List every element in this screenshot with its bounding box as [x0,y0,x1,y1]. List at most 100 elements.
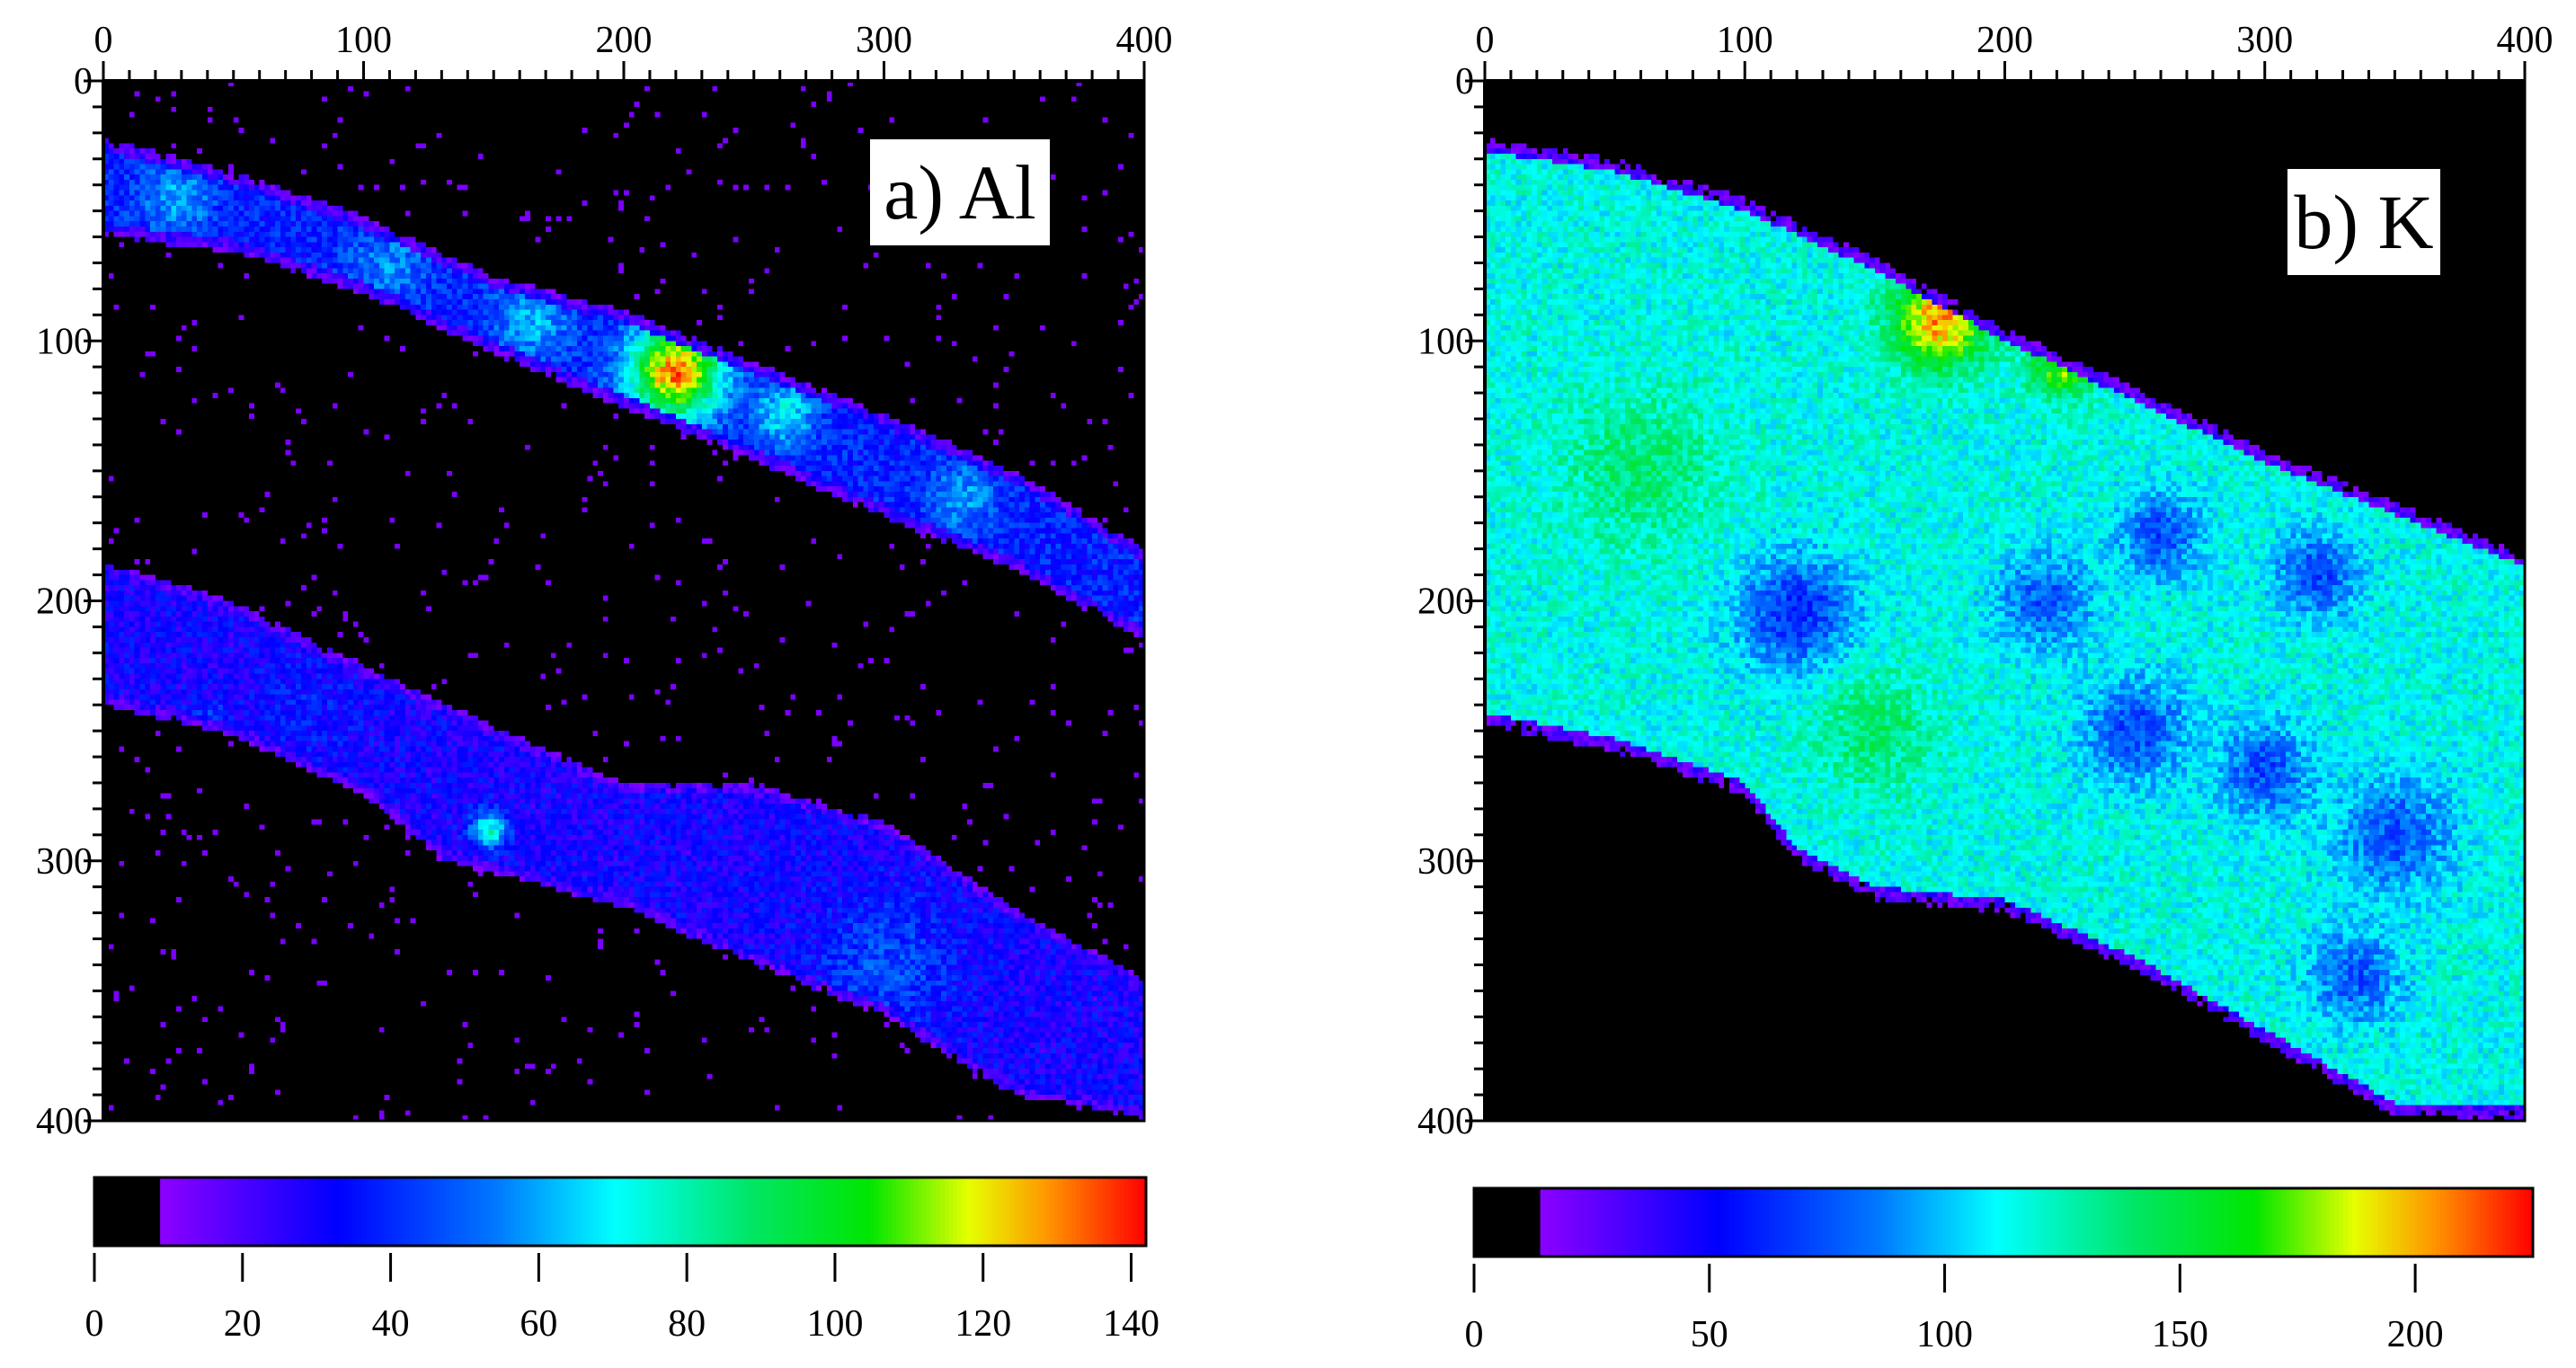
x-tick-label: 0 [94,20,113,61]
colorbar-segment [440,1177,446,1246]
colorbar-segment [2383,1188,2388,1257]
colorbar-segment [550,1177,555,1246]
colorbar-segment [1884,1188,1889,1257]
colorbar-segment [1893,1188,1898,1257]
colorbar-segment [480,1177,485,1246]
colorbar-segment [1756,1188,1762,1257]
colorbar-segment [270,1177,275,1246]
colorbar-segment [1959,1188,1965,1257]
colorbar-segment [151,1177,156,1246]
colorbar-segment [1822,1188,1828,1257]
colorbar-segment [1879,1188,1886,1257]
colorbar-segment [554,1177,560,1246]
colorbar-segment [1584,1188,1590,1257]
colorbar-segment [247,1177,253,1246]
colorbar-segment [410,1177,415,1246]
colorbar-segment [1946,1188,1951,1257]
colorbar-segment [493,1177,499,1246]
colorbar-segment [2342,1188,2349,1257]
colorbar-segment [366,1177,371,1246]
y-tick-label: 0 [1455,61,1474,102]
colorbar-segment [457,1177,464,1246]
colorbar-segment [217,1177,222,1246]
x-tick-label: 400 [1116,20,1173,61]
y-tick-label: 0 [74,61,93,102]
colorbar-segment [1544,1188,1550,1257]
colorbar-segment [2224,1188,2229,1257]
colorbar-segment [357,1177,362,1246]
colorbar-segment [1628,1188,1634,1257]
colorbar-segment [200,1177,205,1246]
colorbar-segment [523,1177,529,1246]
colorbar-segment [2242,1188,2247,1257]
colorbar-segment [558,1177,564,1246]
colorbar-segment [537,1177,542,1246]
colorbar-segment [1853,1188,1859,1257]
colorbar-segment [2245,1188,2252,1257]
colorbar-segment [896,1177,902,1246]
colorbar-segment [974,1177,981,1246]
colorbar-segment [1006,1177,1011,1246]
colorbar-segment [738,1177,744,1246]
colorbar-segment [663,1177,670,1246]
colorbar-segment [983,1177,990,1246]
colorbar-segment [2197,1188,2203,1257]
colorbar-segment [230,1177,235,1246]
colorbar-segment [1526,1188,1532,1257]
colorbar-segment [971,1177,976,1246]
colorbar-segment [1588,1188,1594,1257]
colorbar-segment [1861,1188,1868,1257]
colorbar-segment [2175,1188,2181,1257]
colorbar-segment [2347,1188,2353,1257]
colorbar-segment [515,1177,520,1246]
colorbar-segment [2100,1188,2106,1257]
colorbar-segment [2439,1188,2446,1257]
colorbar-segment [593,1177,600,1246]
colorbar-segment [1659,1188,1665,1257]
colorbar-segment [2492,1188,2499,1257]
colorbar-segment [1482,1188,1488,1257]
colorbar-segment [857,1177,862,1246]
colorbar-segment [1646,1188,1651,1257]
colorbar-segment [883,1177,888,1246]
colorbar-segment [401,1177,406,1246]
colorbar-segment [668,1177,674,1246]
colorbar-segment [764,1177,770,1246]
panel-a-al: 0 100 200 300 400 0 100 200 300 400 a) Al 0 20 40 60 80… [36,20,1173,1345]
colorbar-segment [1875,1188,1881,1257]
colorbar-tick-label: 200 [2387,1314,2444,1355]
colorbar-segment [221,1177,227,1246]
colorbar-segment [1990,1188,1995,1257]
colorbar-segment [2263,1188,2270,1257]
colorbar-segment [563,1177,569,1246]
colorbar-segment [418,1177,424,1246]
colorbar-segment [1725,1188,1731,1257]
colorbar-tick-label: 0 [85,1303,104,1345]
colorbar-segment [1999,1188,2004,1257]
colorbar-segment [2427,1188,2432,1257]
colorbar-segment [1690,1188,1696,1257]
colorbar-segment [852,1177,857,1246]
colorbar-segment [1650,1188,1656,1257]
y-tick-label: 200 [1417,582,1474,623]
colorbar-segment [712,1177,717,1246]
colorbar-segment [484,1177,490,1246]
colorbar-segment [2030,1188,2035,1257]
colorbar-segment [2104,1188,2110,1257]
colorbar-segment [2497,1188,2503,1257]
colorbar-segment [1093,1177,1098,1246]
colorbar-segment [2360,1188,2367,1257]
colorbar-segment [1972,1188,1978,1257]
colorbar-segment [2233,1188,2238,1257]
colorbar-segment [2400,1188,2406,1257]
colorbar-segment [751,1177,757,1246]
colorbar-segment [1133,1177,1138,1246]
colorbar-segment [2413,1188,2419,1257]
colorbar-segment [111,1177,117,1246]
colorbar-segment [2453,1188,2459,1257]
colorbar-segment [2193,1188,2198,1257]
colorbar-segment [475,1177,481,1246]
colorbar-segment [2290,1188,2296,1257]
colorbar-segment [2201,1188,2207,1257]
colorbar-segment [799,1177,805,1246]
